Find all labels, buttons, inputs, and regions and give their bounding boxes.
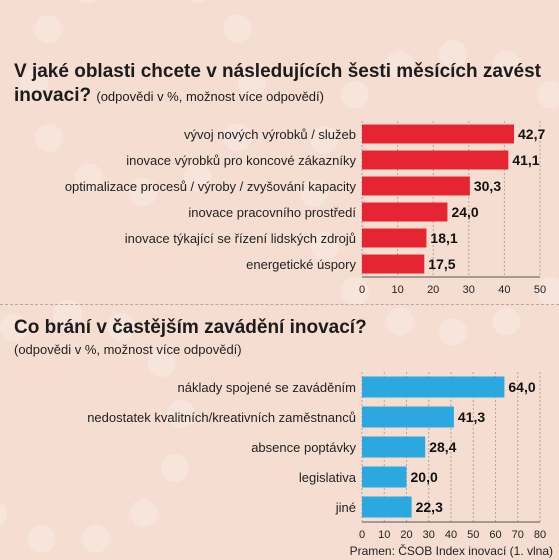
- chart2-bar: [362, 436, 426, 458]
- chart1-bar: [362, 176, 470, 196]
- chart1-value-label: 17,5: [428, 256, 455, 272]
- section-divider: [0, 304, 559, 305]
- chart2-subtitle: (odpovědi v %, možnost více odpovědí): [14, 342, 242, 357]
- chart1-category-label: vývoj nových výrobků / služeb: [184, 127, 356, 142]
- chart2-bar: [362, 496, 412, 518]
- chart1-title-text: V jaké oblasti chcete v následujících še…: [14, 61, 541, 106]
- chart1-tick-label: 50: [534, 284, 546, 296]
- chart2-tick-label: 10: [378, 529, 390, 540]
- chart1-value-label: 41,1: [512, 152, 539, 168]
- chart1-value-label: 30,3: [474, 178, 501, 194]
- chart2-tick-label: 0: [359, 529, 365, 540]
- chart1-tick-label: 20: [427, 284, 439, 296]
- chart1-tick-label: 40: [498, 284, 510, 296]
- chart1-category-label: inovace výrobků pro koncové zákazníky: [126, 153, 356, 168]
- chart1-tick-label: 30: [463, 284, 475, 296]
- chart1-subtitle: (odpovědi v %, možnost více odpovědí): [96, 89, 324, 104]
- source-note: Pramen: ČSOB Index inovací (1. vlna): [349, 544, 553, 558]
- chart2-category-label: legislativa: [299, 470, 357, 485]
- chart2-value-label: 28,4: [429, 439, 456, 455]
- chart2-tick-label: 80: [534, 529, 546, 540]
- chart1-category-label: optimalizace procesů / výroby / zvyšován…: [65, 179, 357, 194]
- chart2-tick-label: 30: [423, 529, 435, 540]
- chart1-bar: [362, 150, 509, 170]
- chart2-category-label: nedostatek kvalitních/kreativních zaměst…: [87, 410, 356, 425]
- chart2-tick-label: 70: [512, 529, 524, 540]
- chart1-title: V jaké oblasti chcete v následujících še…: [14, 60, 554, 109]
- chart2-title: Co brání v častějším zavádění inovací?: [14, 317, 367, 338]
- chart1-tick-label: 10: [391, 284, 403, 296]
- chart1-bar: [362, 202, 448, 222]
- chart1-value-label: 24,0: [451, 204, 478, 220]
- chart2-value-label: 64,0: [508, 379, 535, 395]
- chart2-category-label: jiné: [335, 500, 356, 515]
- chart2-tick-label: 60: [489, 529, 501, 540]
- chart2-value-label: 41,3: [458, 409, 485, 425]
- chart2-bar: [362, 376, 505, 398]
- chart2-tick-label: 20: [400, 529, 412, 540]
- chart1-bar: [362, 254, 425, 274]
- chart2-tick-label: 40: [445, 529, 457, 540]
- chart2-value-label: 22,3: [416, 499, 443, 515]
- chart1-bar: [362, 228, 427, 248]
- chart1-category-label: inovace týkající se řízení lidských zdro…: [125, 231, 356, 246]
- chart1-value-label: 18,1: [430, 230, 457, 246]
- chart2-bar: [362, 406, 454, 428]
- chart1: vývoj nových výrobků / služeb 42,7 inovace…: [65, 121, 546, 296]
- chart2-bar: [362, 466, 407, 488]
- chart1-category-label: inovace pracovního prostředí: [188, 205, 356, 220]
- chart2-value-label: 20,0: [411, 469, 438, 485]
- chart2: náklady spojené se zaváděním 64,0 nedostat…: [87, 372, 546, 540]
- chart2-category-label: absence poptávky: [251, 440, 356, 455]
- chart1-tick-label: 0: [359, 284, 365, 296]
- chart2-tick-label: 50: [467, 529, 479, 540]
- chart2-category-label: náklady spojené se zaváděním: [177, 380, 356, 395]
- chart1-category-label: energetické úspory: [246, 257, 356, 272]
- chart1-bar: [362, 124, 515, 144]
- chart1-value-label: 42,7: [518, 126, 545, 142]
